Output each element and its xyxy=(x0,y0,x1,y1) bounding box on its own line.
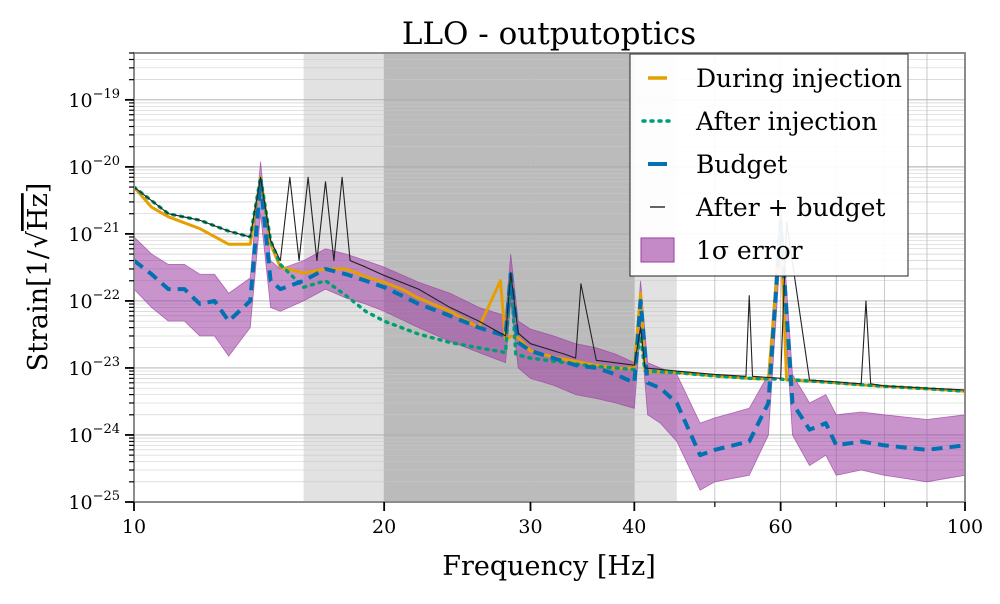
y-axis-label-radicand: Hz xyxy=(23,193,54,231)
x-axis-label: Frequency [Hz] xyxy=(442,551,655,582)
legend: During injection After injection Budget Aft… xyxy=(629,53,909,277)
y-tick-label: 10−21 xyxy=(68,221,120,246)
x-tick-label: 60 xyxy=(769,516,793,538)
x-tick-label: 20 xyxy=(372,516,396,538)
x-tick-label: 100 xyxy=(947,516,983,538)
y-tick-mantissa: 10 xyxy=(68,157,92,179)
y-tick-mantissa: 10 xyxy=(68,492,92,514)
legend-box xyxy=(629,53,909,277)
error-band-area xyxy=(134,161,965,491)
y-tick-mantissa: 10 xyxy=(68,291,92,313)
legend-label: Budget xyxy=(696,150,787,179)
legend-label: During injection xyxy=(696,64,902,93)
legend-label: After injection xyxy=(695,107,877,136)
legend-items: During injection After injection Budget Aft… xyxy=(640,64,902,265)
y-tick-mantissa: 10 xyxy=(68,90,92,112)
y-tick-exponent: −22 xyxy=(93,288,120,303)
series-line-budget xyxy=(134,179,965,458)
y-tick-exponent: −19 xyxy=(93,87,120,102)
legend-swatch-error-band xyxy=(640,237,675,263)
y-axis-label-suffix: ] xyxy=(23,183,54,194)
y-tick-exponent: −21 xyxy=(93,221,120,236)
chart-title: LLO - outputoptics xyxy=(402,16,696,52)
y-axis-label: Strain[1/√Hz] xyxy=(23,183,54,372)
error-band-layer xyxy=(134,161,965,491)
x-tick-label: 40 xyxy=(622,516,646,538)
y-tick-exponent: −24 xyxy=(93,422,120,437)
y-tick-label: 10−25 xyxy=(68,489,120,514)
y-tick-exponent: −25 xyxy=(93,489,120,504)
y-tick-label: 10−20 xyxy=(68,154,120,179)
y-tick-exponent: −23 xyxy=(93,355,120,370)
y-axis-label-text: Strain[1/√Hz] xyxy=(23,183,54,372)
y-axis-label-prefix: Strain[1/ xyxy=(23,249,54,371)
x-tick-label: 10 xyxy=(122,516,146,538)
plot-frame xyxy=(133,52,966,503)
y-tick-label: 10−22 xyxy=(68,288,120,313)
y-tick-mantissa: 10 xyxy=(68,425,92,447)
y-tick-exponent: −20 xyxy=(93,154,120,169)
y-tick-label: 10−24 xyxy=(68,422,120,447)
legend-label: 1σ error xyxy=(696,236,803,265)
y-tick-mantissa: 10 xyxy=(68,224,92,246)
y-tick-label: 10−19 xyxy=(68,87,120,112)
legend-label: After + budget xyxy=(695,193,885,222)
x-tick-label: 30 xyxy=(518,516,542,538)
y-tick-mantissa: 10 xyxy=(68,358,92,380)
y-axis-label-root-sign: √ xyxy=(23,230,54,248)
y-tick-label: 10−23 xyxy=(68,355,120,380)
